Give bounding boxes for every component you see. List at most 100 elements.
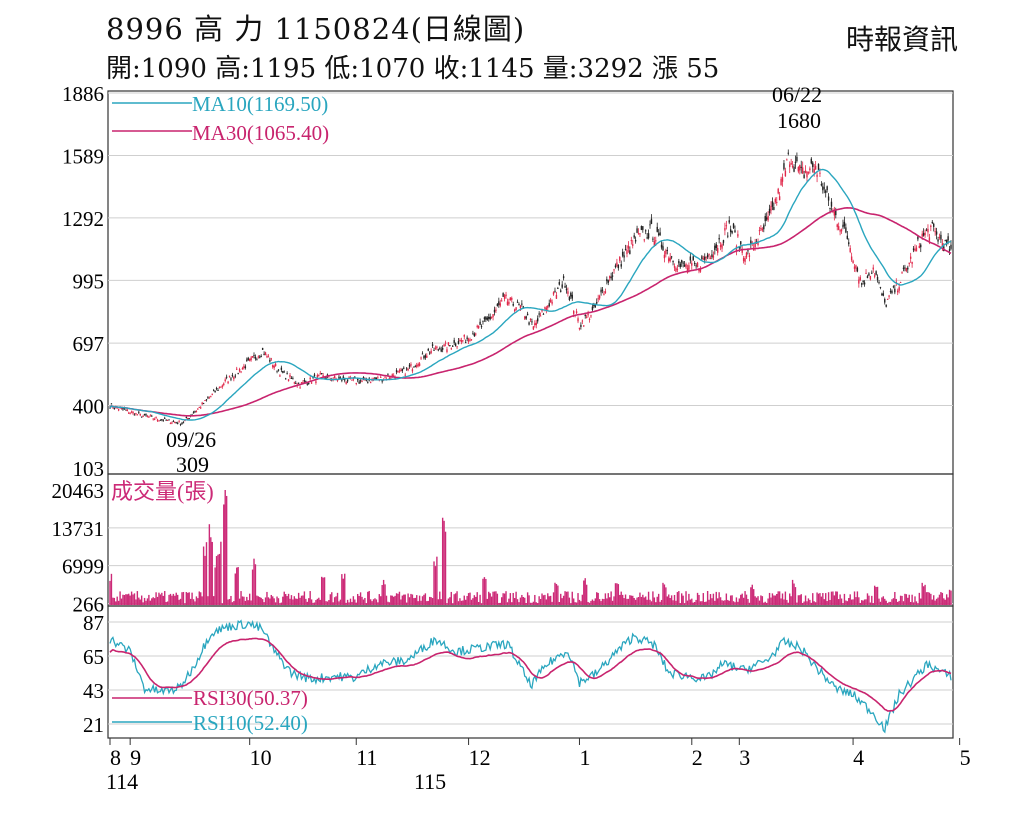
volume-bar xyxy=(164,591,166,605)
candle-body xyxy=(827,196,830,201)
candle-body xyxy=(882,293,885,296)
volume-bar xyxy=(895,598,897,605)
volume-bar xyxy=(273,598,275,605)
candle-body xyxy=(521,303,523,305)
volume-bar xyxy=(613,596,615,605)
candle-body xyxy=(486,317,488,320)
volume-bar xyxy=(693,601,696,605)
candle-body xyxy=(709,257,712,259)
candle-body xyxy=(924,232,926,236)
volume-bar xyxy=(446,603,448,605)
rsi-tick-label: 65 xyxy=(83,645,104,669)
rsi10-legend: RSI10(52.40) xyxy=(193,711,308,735)
volume-bar xyxy=(573,598,575,605)
volume-bar xyxy=(685,591,687,605)
candle-body xyxy=(650,218,653,224)
candle-body xyxy=(516,301,519,303)
candle-body xyxy=(637,233,640,235)
candle-body xyxy=(928,237,931,241)
candle-body xyxy=(583,325,585,327)
volume-bar xyxy=(907,597,909,605)
volume-bar xyxy=(695,599,697,605)
candle-body xyxy=(358,381,360,384)
candle-body xyxy=(600,289,602,293)
candle-body xyxy=(309,377,311,380)
candle-body xyxy=(846,235,849,239)
candle-body xyxy=(898,287,900,291)
candle-body xyxy=(876,276,879,280)
ma30-line xyxy=(109,206,952,417)
candle-body xyxy=(741,249,743,253)
volume-bar xyxy=(855,597,857,605)
candle-body xyxy=(459,339,461,341)
volume-bar xyxy=(629,595,631,605)
volume-bar xyxy=(917,603,919,605)
candle-body xyxy=(511,297,513,300)
volume-bar xyxy=(562,595,565,605)
candle-body xyxy=(617,264,620,269)
volume-bar xyxy=(555,583,558,605)
volume-bar xyxy=(935,598,938,605)
candle-body xyxy=(135,412,137,414)
candle-body xyxy=(338,376,340,379)
candle-body xyxy=(286,373,288,375)
volume-bar xyxy=(254,564,257,605)
volume-bar xyxy=(299,597,301,605)
candle-body xyxy=(221,385,224,387)
candle-body xyxy=(248,358,251,362)
volume-bar xyxy=(652,591,654,605)
candle-body xyxy=(541,309,543,312)
candle-body xyxy=(573,310,575,314)
volume-bar xyxy=(773,595,775,605)
candle-body xyxy=(270,358,272,360)
volume-tick-label: 13731 xyxy=(52,517,105,541)
volume-bar xyxy=(757,596,759,605)
volume-bar xyxy=(423,594,425,605)
candle-body xyxy=(571,294,573,299)
volume-bar xyxy=(266,591,268,605)
volume-bar xyxy=(649,599,651,605)
candle-body xyxy=(529,318,532,321)
volume-bar xyxy=(192,599,195,605)
volume-bar xyxy=(431,598,434,605)
volume-bar xyxy=(398,591,401,605)
candle-body xyxy=(850,256,853,261)
candle-body xyxy=(875,271,877,275)
candle-body xyxy=(277,369,280,371)
volume-bar xyxy=(198,591,200,605)
volume-bar xyxy=(933,595,935,605)
candle-body xyxy=(561,284,563,288)
candle-body xyxy=(800,166,802,168)
volume-bar xyxy=(781,593,784,605)
volume-bar xyxy=(202,546,205,605)
volume-bar xyxy=(320,576,323,605)
volume-bar xyxy=(132,594,134,605)
volume-bar xyxy=(567,591,569,605)
volume-bar xyxy=(483,577,486,605)
volume-bar xyxy=(351,601,353,605)
volume-bar xyxy=(355,602,357,605)
candle-body xyxy=(849,248,851,253)
candle-body xyxy=(405,368,408,370)
volume-bar xyxy=(826,601,828,605)
volume-bar xyxy=(583,580,585,605)
volume-bar xyxy=(284,594,287,605)
volume-bar xyxy=(931,599,933,605)
volume-bar xyxy=(663,584,666,605)
candle-body xyxy=(774,198,777,203)
volume-bar xyxy=(378,594,380,605)
candle-body xyxy=(136,414,139,416)
candle-body xyxy=(728,220,730,223)
volume-bar xyxy=(356,593,359,605)
volume-bar xyxy=(140,595,143,605)
volume-bar xyxy=(260,597,262,605)
volume-bar xyxy=(581,594,584,605)
candle-body xyxy=(705,256,707,258)
candle-body xyxy=(152,418,154,420)
candle-body xyxy=(123,407,126,410)
candle-body xyxy=(391,374,393,377)
year-label-115: 115 xyxy=(414,769,446,794)
candle-body xyxy=(305,381,307,383)
candle-body xyxy=(210,396,212,398)
volume-bar xyxy=(309,591,311,605)
